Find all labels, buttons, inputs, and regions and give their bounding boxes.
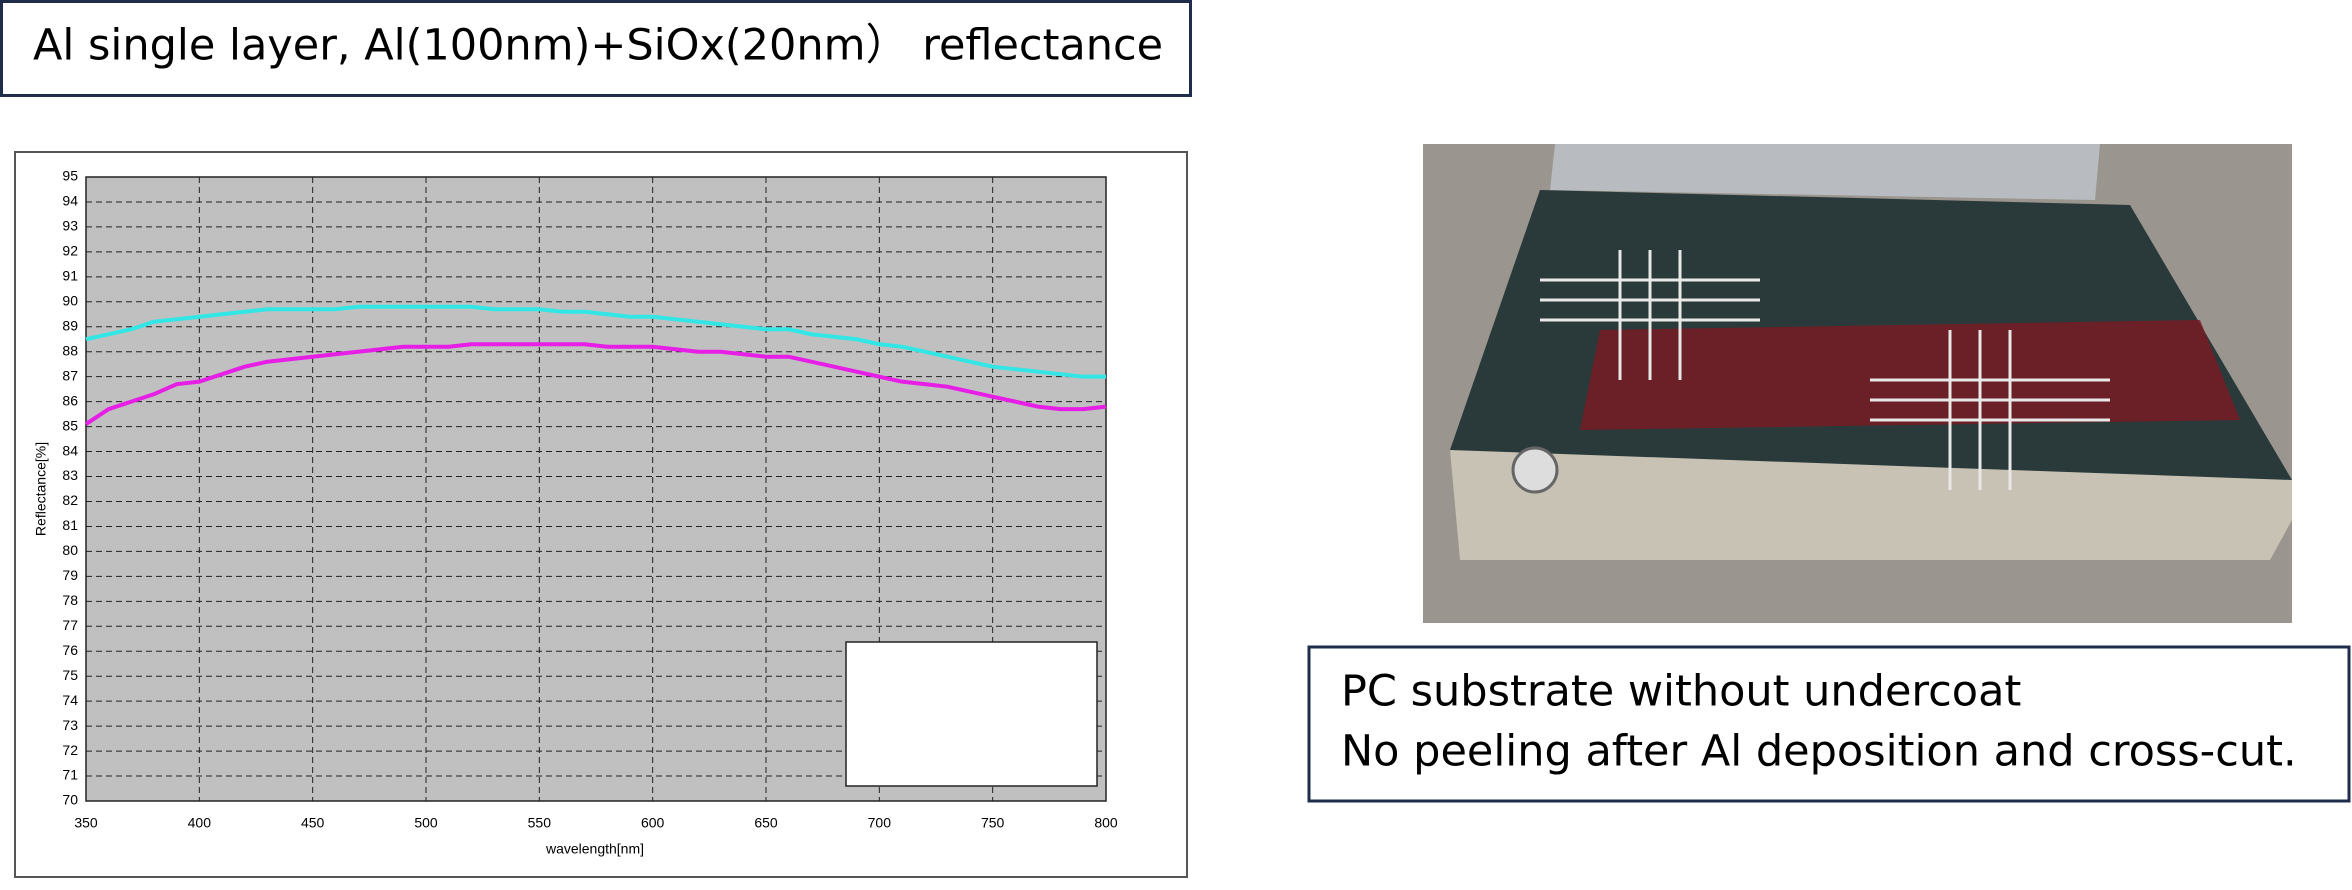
x-tick-label: 350 bbox=[74, 815, 98, 831]
y-tick-label: 70 bbox=[62, 792, 78, 808]
x-tick-label: 650 bbox=[754, 815, 778, 831]
y-tick-label: 72 bbox=[62, 742, 78, 758]
y-tick-label: 91 bbox=[62, 268, 78, 284]
title: Al single layer, Al(100nm)+SiOx(20nm） re… bbox=[33, 21, 1163, 71]
x-tick-label: 400 bbox=[188, 815, 212, 831]
caption-box bbox=[1307, 645, 2351, 803]
y-tick-label: 74 bbox=[62, 692, 78, 708]
y-tick-label: 88 bbox=[62, 342, 78, 358]
y-tick-label: 92 bbox=[62, 243, 78, 259]
series-line bbox=[84, 342, 1107, 426]
photo-reflection bbox=[1580, 320, 2240, 430]
y-tick-label: 93 bbox=[62, 218, 78, 234]
y-tick-label: 78 bbox=[62, 592, 78, 608]
photo-edge bbox=[1450, 450, 2292, 560]
y-tick-label: 90 bbox=[62, 293, 78, 309]
y-tick-label: 81 bbox=[62, 517, 78, 533]
photo-crosscut bbox=[1540, 250, 2110, 490]
y-tick-label: 87 bbox=[62, 367, 78, 383]
y-tick-label: 95 bbox=[62, 168, 78, 184]
series-line bbox=[85, 304, 1106, 379]
x-tick-label: 600 bbox=[641, 815, 665, 831]
y-tick-label: 89 bbox=[62, 317, 78, 333]
caption-line: No peeling after Al deposition and cross… bbox=[1341, 727, 2297, 777]
y-tick-label: 76 bbox=[62, 642, 78, 658]
x-tick-label: 500 bbox=[414, 815, 438, 831]
y-tick-label: 71 bbox=[62, 767, 78, 783]
caption-line: PC substrate without undercoat bbox=[1341, 667, 2021, 717]
x-tick-label: 450 bbox=[301, 815, 325, 831]
chart: 70 71 72 73 74 75 76 77 78 79 80 81 82 83 84 85 86 87 88 89… bbox=[62, 168, 1117, 831]
photo-hole bbox=[1511, 446, 1559, 494]
x-axis-label: wavelength[nm] bbox=[545, 841, 644, 857]
y-tick-label: 75 bbox=[62, 667, 78, 683]
y-tick-label: 85 bbox=[62, 417, 78, 433]
y-tick-label: 79 bbox=[62, 567, 78, 583]
title-box bbox=[0, 0, 1192, 97]
x-tick-label: 700 bbox=[868, 815, 892, 831]
y-tick-label: 80 bbox=[62, 542, 78, 558]
y-tick-label: 83 bbox=[62, 467, 78, 483]
y-axis-label: Reflectance[%] bbox=[33, 442, 49, 536]
legend bbox=[845, 641, 1098, 787]
y-tick-label: 84 bbox=[62, 442, 78, 458]
photo bbox=[1423, 144, 2292, 623]
x-tick-label: 550 bbox=[528, 815, 552, 831]
y-tick-label: 86 bbox=[62, 392, 78, 408]
y-tick-label: 77 bbox=[62, 617, 78, 633]
photo-plate-back bbox=[1550, 144, 2100, 200]
y-tick-label: 73 bbox=[62, 717, 78, 733]
x-tick-label: 750 bbox=[981, 815, 1005, 831]
y-tick-label: 94 bbox=[62, 193, 78, 209]
y-tick-label: 82 bbox=[62, 492, 78, 508]
x-tick-label: 800 bbox=[1094, 815, 1118, 831]
